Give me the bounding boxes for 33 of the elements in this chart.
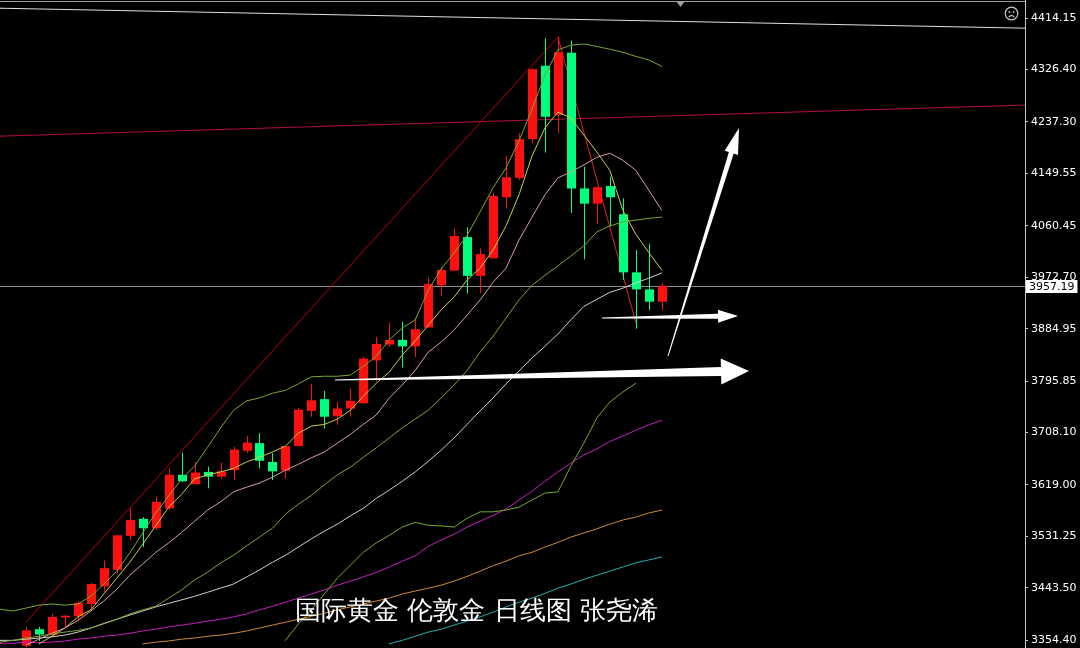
- y-tick-label: 3354.40: [1031, 632, 1077, 646]
- candlestick: [580, 166, 589, 260]
- y-tick-label: 3708.10: [1031, 425, 1077, 439]
- candlestick: [632, 249, 641, 330]
- y-tick-label: 3619.00: [1031, 477, 1077, 491]
- candlestick: [645, 243, 654, 311]
- y-tick-label: 4149.55: [1031, 166, 1077, 180]
- candlestick: [255, 432, 264, 469]
- y-tick-label: 3884.95: [1031, 321, 1077, 335]
- y-tick-label: 4414.15: [1031, 10, 1077, 24]
- candlestick: [126, 507, 135, 541]
- candlestick: [333, 401, 342, 426]
- candlestick: [398, 321, 407, 368]
- y-tick-label: 4326.40: [1031, 62, 1077, 76]
- candlestick: [268, 452, 277, 481]
- candlestick: [437, 266, 446, 297]
- y-tick-label: 4060.45: [1031, 218, 1077, 232]
- candlestick: [87, 582, 96, 611]
- candlestick: [320, 390, 329, 429]
- ref-line-label: 3957.19: [1029, 279, 1075, 293]
- candlestick: [658, 283, 667, 311]
- candlestick: [593, 186, 602, 225]
- candlestick: [100, 560, 109, 593]
- candlestick: [502, 155, 511, 209]
- y-tick-label: 3795.85: [1031, 373, 1077, 387]
- candlestick: [346, 388, 355, 418]
- y-tick-label: 3531.25: [1031, 529, 1077, 543]
- candlestick: [606, 176, 615, 228]
- y-tick-label: 4237.30: [1031, 114, 1077, 128]
- y-tick-label: 3443.50: [1031, 580, 1077, 594]
- candlestick: [476, 247, 485, 294]
- candlestick: [307, 383, 316, 418]
- candlestick: [230, 446, 239, 481]
